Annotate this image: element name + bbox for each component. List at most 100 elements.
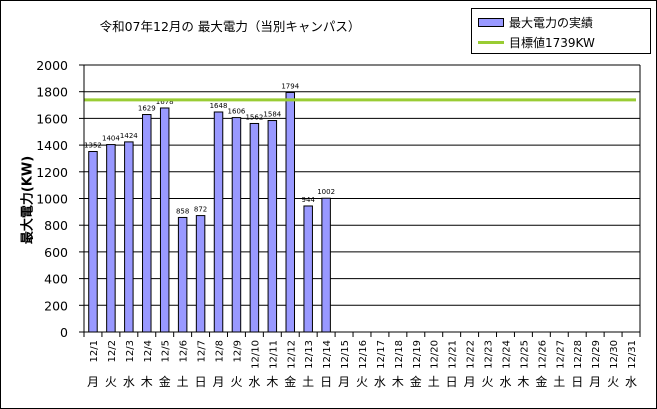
x-tick-label: 12/7 bbox=[197, 340, 208, 362]
weekday-label: 土 bbox=[302, 375, 314, 389]
bar bbox=[142, 114, 152, 333]
x-tick-label: 12/1 bbox=[89, 340, 100, 362]
x-tick-label: 12/2 bbox=[107, 340, 118, 362]
weekday-label: 木 bbox=[517, 375, 529, 389]
data-label: 1794 bbox=[281, 83, 299, 91]
x-tick-label: 12/14 bbox=[322, 340, 333, 369]
y-tick-label: 1400 bbox=[36, 138, 68, 153]
bar bbox=[213, 111, 224, 333]
weekday-label: 土 bbox=[553, 375, 565, 389]
data-label: 1629 bbox=[138, 105, 156, 113]
weekday-label: 金 bbox=[284, 374, 296, 389]
x-tick-label: 12/23 bbox=[484, 340, 495, 369]
x-tick-label: 12/13 bbox=[304, 340, 315, 369]
data-label: 1562 bbox=[245, 113, 263, 121]
data-label: 1584 bbox=[263, 111, 281, 119]
weekday-label: 木 bbox=[392, 375, 404, 389]
bar bbox=[303, 205, 313, 333]
weekday-label: 月 bbox=[338, 375, 350, 389]
weekday-label: 水 bbox=[248, 375, 260, 389]
x-tick-label: 12/22 bbox=[466, 340, 477, 369]
weekday-label: 日 bbox=[195, 375, 207, 389]
x-tick-label: 12/30 bbox=[609, 340, 620, 369]
x-tick-label: 12/21 bbox=[448, 340, 459, 369]
bar bbox=[195, 215, 206, 333]
weekday-label: 土 bbox=[177, 375, 189, 389]
weekday-label: 月 bbox=[589, 375, 601, 389]
chart-title: 令和07年12月の 最大電力（当別キャンパス） bbox=[99, 19, 361, 34]
x-tick-label: 12/3 bbox=[125, 340, 136, 362]
legend: 最大電力の実績 目標値1739KW bbox=[471, 8, 651, 54]
legend-swatch-bar bbox=[478, 17, 504, 27]
bar bbox=[124, 141, 134, 333]
weekday-label: 金 bbox=[535, 374, 547, 389]
x-tick-label: 12/19 bbox=[412, 340, 423, 369]
bar bbox=[285, 92, 296, 333]
x-tick-label: 12/29 bbox=[591, 340, 602, 369]
legend-label-target: 目標値1739KW bbox=[509, 35, 595, 50]
weekday-label: 日 bbox=[320, 375, 332, 389]
data-label: 944 bbox=[302, 196, 316, 204]
bar bbox=[88, 151, 98, 333]
legend-item-target: 目標値1739KW bbox=[478, 33, 595, 51]
weekday-label: 金 bbox=[410, 374, 422, 389]
y-tick-label: 1800 bbox=[36, 85, 68, 100]
x-tick-label: 12/4 bbox=[143, 340, 154, 362]
x-tick-label: 12/5 bbox=[161, 340, 172, 362]
weekday-label: 火 bbox=[356, 375, 368, 389]
y-tick-label: 1600 bbox=[36, 111, 68, 126]
weekday-label: 金 bbox=[159, 374, 171, 389]
weekday-label: 月 bbox=[464, 375, 476, 389]
y-tick-label: 600 bbox=[44, 245, 68, 260]
data-label: 1404 bbox=[102, 135, 120, 143]
bar bbox=[177, 216, 188, 333]
y-tick-label: 800 bbox=[44, 218, 68, 233]
weekday-label: 月 bbox=[87, 375, 99, 389]
data-label: 858 bbox=[176, 207, 189, 215]
x-tick-label: 12/11 bbox=[268, 340, 279, 369]
y-tick-label: 200 bbox=[44, 298, 68, 313]
weekday-label: 水 bbox=[499, 375, 511, 389]
x-tick-label: 12/18 bbox=[394, 340, 405, 369]
x-tick-label: 12/31 bbox=[627, 340, 638, 369]
x-tick-label: 12/26 bbox=[537, 340, 548, 369]
x-tick-label: 12/10 bbox=[250, 340, 261, 369]
data-label: 1424 bbox=[120, 132, 138, 140]
bar bbox=[231, 117, 242, 333]
x-tick-label: 12/12 bbox=[286, 340, 297, 369]
x-tick-label: 12/9 bbox=[232, 340, 243, 362]
weekday-label: 水 bbox=[374, 375, 386, 389]
data-label: 1648 bbox=[210, 102, 228, 110]
x-tick-label: 12/24 bbox=[501, 340, 512, 369]
y-tick-label: 1000 bbox=[36, 192, 68, 207]
weekday-label: 水 bbox=[123, 375, 135, 389]
weekday-label: 水 bbox=[625, 375, 637, 389]
weekday-label: 日 bbox=[571, 375, 583, 389]
weekday-label: 木 bbox=[266, 375, 278, 389]
data-label: 1002 bbox=[317, 188, 335, 196]
weekday-label: 月 bbox=[213, 375, 225, 389]
bar bbox=[159, 107, 170, 333]
x-tick-label: 12/27 bbox=[555, 340, 566, 369]
legend-swatch-line bbox=[478, 40, 504, 44]
data-label: 1678 bbox=[156, 98, 174, 106]
x-tick-label: 12/17 bbox=[376, 340, 387, 369]
x-tick-label: 12/8 bbox=[215, 340, 226, 362]
x-tick-label: 12/15 bbox=[340, 340, 351, 369]
data-label: 1352 bbox=[84, 142, 102, 150]
bar bbox=[249, 122, 260, 333]
legend-label-actual: 最大電力の実績 bbox=[509, 15, 594, 30]
x-tick-label: 12/25 bbox=[519, 340, 530, 369]
y-axis-label: 最大電力(KW) bbox=[20, 155, 36, 245]
data-label: 1606 bbox=[228, 108, 246, 116]
weekday-label: 火 bbox=[230, 375, 242, 389]
y-tick-label: 1200 bbox=[36, 165, 68, 180]
weekday-label: 火 bbox=[607, 375, 619, 389]
weekday-label: 土 bbox=[428, 375, 440, 389]
weekday-label: 火 bbox=[105, 375, 117, 389]
legend-item-actual: 最大電力の実績 bbox=[478, 13, 593, 31]
x-tick-label: 12/28 bbox=[573, 340, 584, 369]
x-tick-label: 12/20 bbox=[430, 340, 441, 369]
weekday-label: 木 bbox=[141, 375, 153, 389]
